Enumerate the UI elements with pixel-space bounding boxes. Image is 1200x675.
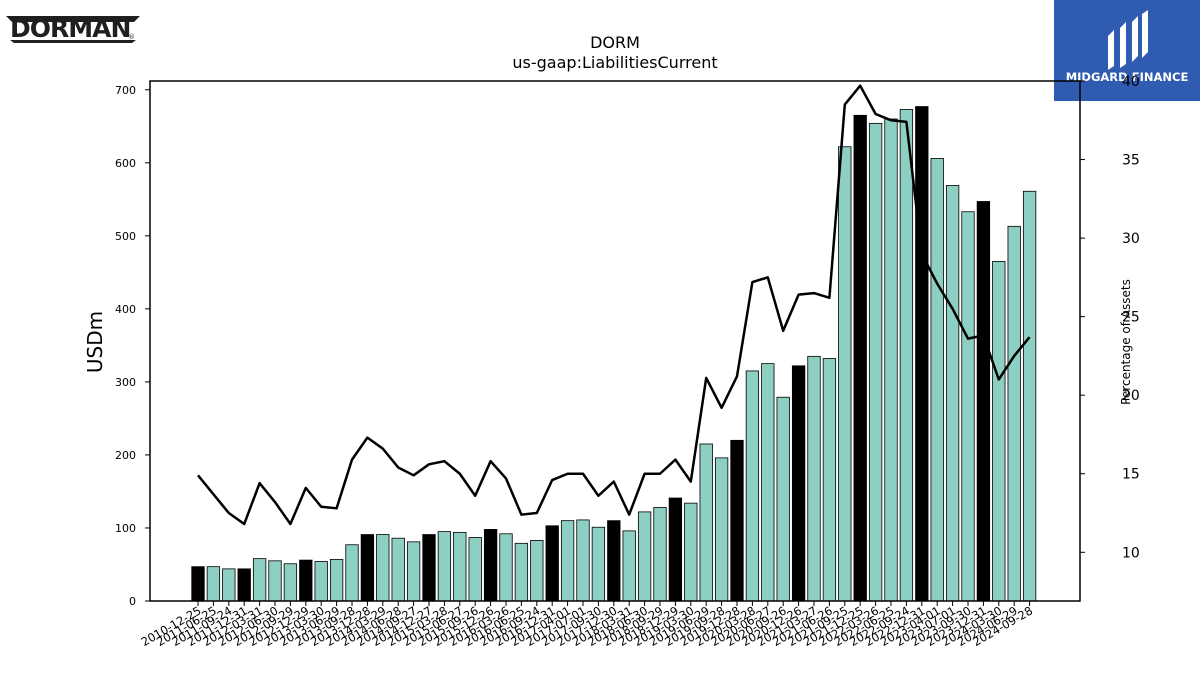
bar (622, 530, 636, 602)
bar (607, 520, 621, 602)
y-tick-label: 200 (115, 449, 136, 462)
bar (853, 114, 867, 602)
y2-tick-label: 25 (1122, 310, 1140, 326)
y-tick-label: 500 (115, 230, 136, 243)
bar (329, 558, 344, 602)
bar (1007, 225, 1021, 602)
bar (468, 537, 482, 602)
bar (499, 533, 513, 602)
bar (376, 534, 390, 602)
bar (530, 539, 544, 602)
bar (684, 502, 698, 602)
bar (345, 544, 359, 602)
y2-tick-label: 40 (1122, 74, 1140, 90)
y-tick-label: 600 (115, 157, 136, 170)
plot-frame (149, 80, 1081, 602)
bar (591, 526, 606, 602)
bar (899, 109, 914, 602)
bar (791, 365, 806, 602)
bar (884, 118, 898, 602)
bar (776, 396, 790, 602)
bar (314, 561, 328, 602)
bar (560, 520, 575, 602)
y2-axis-label: Percentage of Assets (1119, 279, 1133, 405)
y2-tick-label: 10 (1122, 545, 1140, 561)
bar (730, 439, 744, 602)
bar (299, 559, 313, 602)
dorman-logo-text: DORMAN (10, 14, 131, 43)
bar (576, 519, 590, 602)
registered-mark: ® (128, 33, 135, 41)
dorman-logo (4, 12, 144, 46)
percentage-line (197, 84, 1031, 526)
midgard-emblem-icon (1108, 10, 1148, 70)
bar (868, 122, 883, 602)
y-tick-label: 100 (115, 522, 136, 535)
bar (237, 568, 251, 602)
bar (360, 534, 375, 602)
bar (637, 511, 652, 602)
bar (206, 566, 221, 602)
bar (653, 507, 667, 602)
bar (437, 531, 452, 602)
y2-tick-label: 15 (1122, 467, 1140, 483)
bar (191, 566, 205, 602)
dorman-logo-swoosh (6, 16, 140, 43)
bar (961, 211, 975, 602)
bar (1022, 190, 1037, 602)
bar (252, 558, 267, 602)
bar (422, 534, 436, 602)
bar (714, 457, 729, 602)
bar (838, 146, 852, 602)
midgard-finance-logo: MIDGARD FINANCE (1054, 0, 1200, 101)
bar (283, 563, 298, 602)
y-tick-label: 700 (115, 84, 136, 97)
bar (992, 260, 1006, 602)
bar (930, 158, 944, 602)
bar (391, 537, 405, 602)
bar (406, 541, 421, 602)
y-tick-label: 300 (115, 376, 136, 389)
bar (545, 525, 559, 602)
bar (222, 568, 236, 602)
bar (668, 497, 683, 602)
bar (268, 560, 282, 602)
bar (976, 201, 991, 602)
bar (483, 529, 498, 602)
bar (745, 370, 760, 602)
y2-tick-label: 20 (1122, 388, 1140, 404)
y-axis-label: USDm (83, 311, 107, 373)
bar (807, 355, 821, 602)
bar (915, 106, 929, 602)
y-tick-label: 400 (115, 303, 136, 316)
chart-title: DORM (590, 33, 640, 52)
bar (514, 542, 529, 602)
bar (761, 363, 775, 602)
plot-area: 0100200300400500600700101520253035402010… (115, 74, 1140, 649)
y2-tick-label: 35 (1122, 153, 1140, 169)
y2-tick-label: 30 (1122, 231, 1140, 247)
bar (453, 531, 467, 602)
y-tick-label: 0 (129, 595, 136, 608)
midgard-finance-text: MIDGARD FINANCE (1065, 70, 1189, 84)
bar (699, 443, 713, 602)
bar (945, 185, 960, 602)
bar (822, 358, 837, 602)
chart-subtitle: us-gaap:LiabilitiesCurrent (512, 53, 717, 72)
